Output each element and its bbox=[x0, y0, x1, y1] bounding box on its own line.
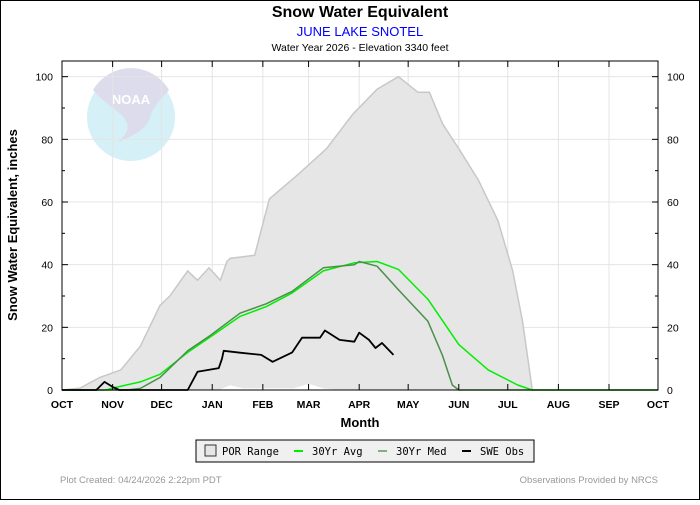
por-max-edge bbox=[61, 75, 658, 391]
median-line bbox=[62, 260, 658, 391]
x-tick-label: JUN bbox=[448, 399, 469, 411]
y-tick-label: 0 bbox=[47, 385, 53, 397]
y-tick-label: 20 bbox=[41, 322, 53, 334]
y-tick-label-right: 20 bbox=[667, 322, 679, 334]
x-tick-label: OCT bbox=[647, 399, 670, 411]
legend: POR Range 30Yr Avg 30Yr Med SWE Obs bbox=[195, 439, 535, 463]
por-range-band bbox=[61, 75, 658, 391]
x-tick-label: APR bbox=[348, 399, 371, 411]
x-tick-label: MAY bbox=[397, 399, 419, 411]
legend-box bbox=[195, 439, 535, 463]
axes: OCT NOV DEC JAN FEB MAR APR MAY JUN JUL AUG SEP OCT 0… bbox=[35, 61, 685, 411]
chart-title: Snow Water Equivalent bbox=[272, 4, 449, 21]
footer-observations: Observations Provided by NRCS bbox=[520, 475, 658, 486]
y-tick-label-right: 40 bbox=[667, 260, 679, 272]
legend-label-avg: 30Yr Avg bbox=[312, 446, 363, 458]
footer-plot-created: Plot Created: 04/24/2026 2:22pm PDT bbox=[60, 475, 222, 486]
y-axis-label: Snow Water Equivalent, inches bbox=[5, 129, 20, 321]
x-tick-label: JAN bbox=[202, 399, 223, 411]
plot-frame bbox=[61, 60, 659, 391]
y-tick-label-right: 80 bbox=[667, 134, 679, 146]
legend-label-med: 30Yr Med bbox=[396, 446, 447, 458]
y-tick-label: 80 bbox=[41, 134, 53, 146]
x-tick-label: JUL bbox=[498, 399, 518, 411]
legend-swatch-por bbox=[204, 444, 217, 457]
swe-obs-line bbox=[62, 329, 395, 391]
avg-line bbox=[62, 260, 658, 391]
por-range-area bbox=[62, 76, 658, 390]
y-tick-label-right: 100 bbox=[667, 72, 685, 84]
x-tick-label: SEP bbox=[599, 399, 620, 411]
y-tick-label: 60 bbox=[41, 197, 53, 209]
x-tick-label: FEB bbox=[252, 399, 273, 411]
x-tick-label: MAR bbox=[297, 399, 321, 411]
legend-label-obs: SWE Obs bbox=[480, 446, 524, 458]
legend-label-por: POR Range bbox=[222, 446, 279, 458]
y-tick-label: 40 bbox=[41, 260, 53, 272]
y-tick-label-right: 0 bbox=[667, 385, 673, 397]
y-tick-label-right: 60 bbox=[667, 197, 679, 209]
chart-subtitle: JUNE LAKE SNOTEL bbox=[297, 24, 423, 39]
noaa-logo-text: NOAA bbox=[112, 92, 151, 107]
x-axis-label: Month bbox=[341, 415, 380, 430]
x-tick-label: NOV bbox=[101, 399, 124, 411]
x-tick-label: OCT bbox=[51, 399, 74, 411]
y-tick-label: 100 bbox=[35, 72, 53, 84]
x-tick-label: DEC bbox=[151, 399, 174, 411]
chart-subtitle-2: Water Year 2026 - Elevation 3340 feet bbox=[271, 42, 448, 54]
series-lines bbox=[62, 260, 658, 391]
x-tick-label: AUG bbox=[547, 399, 570, 411]
